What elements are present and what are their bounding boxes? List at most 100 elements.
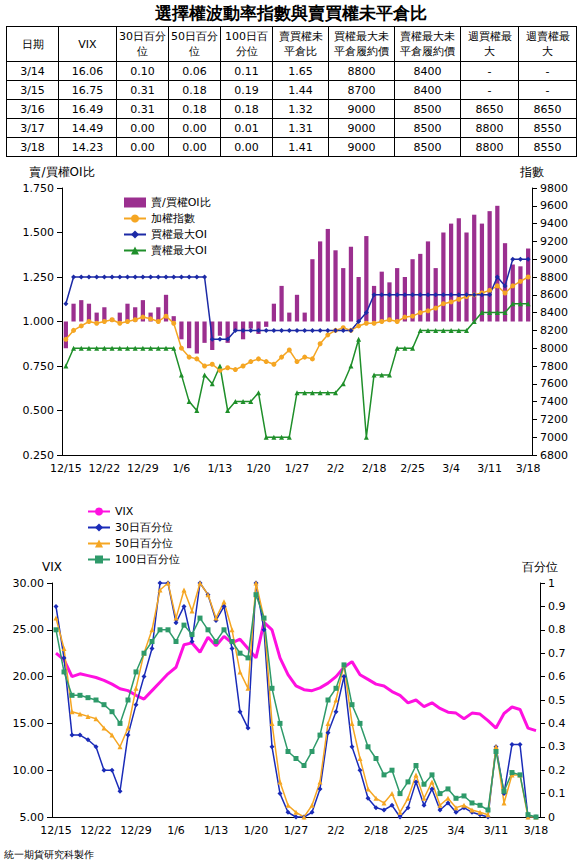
svg-text:9000: 9000	[540, 253, 568, 266]
svg-text:10.00: 10.00	[13, 764, 45, 777]
svg-text:0.4: 0.4	[548, 717, 566, 730]
svg-text:2/25: 2/25	[400, 462, 425, 475]
svg-text:0.9: 0.9	[548, 600, 566, 613]
svg-text:7200: 7200	[540, 413, 568, 426]
svg-text:12/22: 12/22	[80, 824, 112, 837]
html-text:選擇權波動率指數與賣買權未平倉比: 選擇權波動率指數與賣買權未平倉比	[155, 3, 427, 23]
svg-text:20.00: 20.00	[13, 670, 45, 683]
html-text:30日百分位: 30日百分位	[119, 30, 166, 58]
html-text:8800: 8800	[347, 64, 376, 78]
svg-text:指數: 指數	[519, 165, 544, 179]
svg-text:6800: 6800	[540, 449, 568, 462]
svg-text:5.00: 5.00	[20, 811, 45, 824]
svg-text:1/13: 1/13	[204, 824, 229, 837]
html-text:賣買權未平倉比: 賣買權未平倉比	[278, 30, 323, 58]
svg-text:0.500: 0.500	[23, 404, 55, 417]
svg-text:8600: 8600	[540, 288, 568, 301]
svg-text:賣/買權OI比: 賣/買權OI比	[151, 196, 211, 209]
svg-text:9600: 9600	[540, 199, 568, 212]
svg-text:1.750: 1.750	[23, 182, 55, 195]
svg-text:8000: 8000	[540, 342, 568, 355]
svg-text:2/18: 2/18	[364, 824, 389, 837]
html-text:8400: 8400	[413, 64, 442, 78]
svg-text:1.000: 1.000	[23, 315, 55, 328]
html-text:100日百分位: 100日百分位	[225, 30, 268, 58]
svg-text:VIX: VIX	[42, 560, 62, 574]
svg-text:0.250: 0.250	[23, 449, 55, 462]
html-text:16.75: 16.75	[71, 83, 104, 97]
svg-text:1/13: 1/13	[208, 462, 233, 475]
svg-text:3/18: 3/18	[516, 462, 541, 475]
svg-text:買權最大OI: 買權最大OI	[151, 228, 207, 241]
html-text:日期: 日期	[21, 37, 44, 51]
svg-text:3/11: 3/11	[477, 462, 502, 475]
svg-text:0.2: 0.2	[548, 764, 566, 777]
svg-text:100日百分位: 100日百分位	[115, 553, 180, 566]
svg-text:2/2: 2/2	[327, 462, 345, 475]
svg-text:12/29: 12/29	[127, 462, 159, 475]
svg-text:3/18: 3/18	[524, 824, 549, 837]
svg-text:0.7: 0.7	[548, 647, 566, 660]
svg-text:1.250: 1.250	[23, 271, 55, 284]
html-text:買權最大未平倉履約價: 買權最大未平倉履約價	[334, 30, 389, 58]
svg-text:1/20: 1/20	[244, 824, 269, 837]
svg-text:0.8: 0.8	[548, 623, 566, 636]
html-text:0.31: 0.31	[130, 83, 155, 97]
html-text:週賣權最大: 週賣權最大	[525, 30, 570, 58]
svg-text:12/29: 12/29	[120, 824, 152, 837]
svg-text:25.00: 25.00	[13, 623, 45, 636]
svg-text:7000: 7000	[540, 431, 568, 444]
svg-text:0.5: 0.5	[548, 694, 566, 707]
svg-text:30日百分位: 30日百分位	[115, 521, 173, 534]
svg-text:3/4: 3/4	[447, 824, 465, 837]
html-text:1.65: 1.65	[288, 64, 313, 78]
svg-text:8400: 8400	[540, 306, 568, 319]
svg-text:7800: 7800	[540, 360, 568, 373]
svg-text:0.3: 0.3	[548, 740, 566, 753]
svg-text:50日百分位: 50日百分位	[115, 537, 173, 550]
svg-text:2/25: 2/25	[404, 824, 429, 837]
svg-text:0: 0	[548, 811, 555, 824]
svg-text:1/20: 1/20	[246, 462, 271, 475]
svg-text:1/6: 1/6	[167, 824, 185, 837]
html-text:週買權最大: 週買權最大	[467, 30, 512, 58]
svg-text:1.500: 1.500	[23, 226, 55, 239]
svg-text:加權指數: 加權指數	[151, 212, 195, 225]
html-text:VIX: VIX	[78, 37, 97, 51]
html-text:3/15: 3/15	[20, 83, 45, 97]
html-text:賣權最大未平倉履約價: 賣權最大未平倉履約價	[400, 30, 455, 58]
svg-text:7600: 7600	[540, 377, 568, 390]
svg-text:0.750: 0.750	[23, 360, 55, 373]
svg-text:9200: 9200	[540, 235, 568, 248]
svg-text:3/11: 3/11	[484, 824, 509, 837]
svg-text:15.00: 15.00	[13, 717, 45, 730]
html-text:3/14: 3/14	[20, 64, 45, 78]
svg-text:12/15: 12/15	[50, 462, 82, 475]
svg-text:9800: 9800	[540, 182, 568, 195]
svg-text:賣/買權OI比: 賣/買權OI比	[29, 165, 94, 179]
svg-text:12/15: 12/15	[40, 824, 72, 837]
html-text:0.06: 0.06	[182, 64, 207, 78]
svg-text:30.00: 30.00	[13, 577, 45, 590]
svg-text:12/22: 12/22	[89, 462, 121, 475]
html-text:50日百分位: 50日百分位	[171, 30, 218, 58]
svg-text:0.1: 0.1	[548, 787, 566, 800]
svg-text:1/27: 1/27	[285, 462, 310, 475]
svg-text:2/18: 2/18	[362, 462, 387, 475]
svg-text:1/6: 1/6	[173, 462, 191, 475]
svg-text:8800: 8800	[540, 271, 568, 284]
html-text:0.10: 0.10	[130, 64, 155, 78]
svg-text:1: 1	[548, 577, 555, 590]
svg-text:0.6: 0.6	[548, 670, 566, 683]
svg-text:賣權最大OI: 賣權最大OI	[151, 244, 207, 257]
svg-text:1/27: 1/27	[284, 824, 309, 837]
svg-text:VIX: VIX	[115, 505, 134, 518]
svg-text:百分位: 百分位	[522, 560, 558, 574]
svg-text:9400: 9400	[540, 217, 568, 230]
svg-text:8200: 8200	[540, 324, 568, 337]
svg-text:3/4: 3/4	[442, 462, 460, 475]
html-text:0.11: 0.11	[234, 64, 259, 78]
svg-text:7400: 7400	[540, 395, 568, 408]
svg-text:2/2: 2/2	[327, 824, 345, 837]
html-text:16.06: 16.06	[71, 64, 104, 78]
